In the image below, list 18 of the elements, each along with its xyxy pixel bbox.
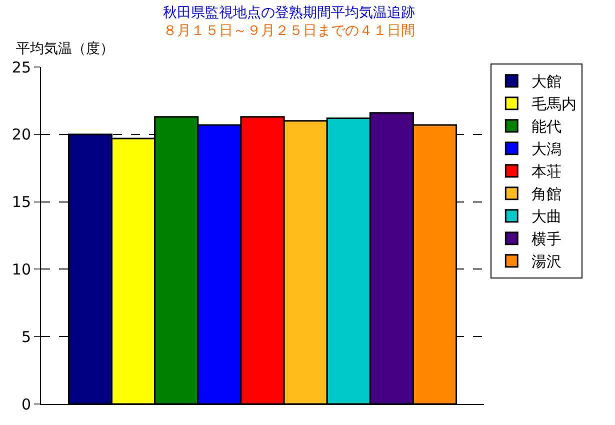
y-axis-title: 平均気温（度） bbox=[16, 41, 114, 57]
legend-label: 横手 bbox=[532, 230, 562, 248]
legend-label: 湯沢 bbox=[532, 252, 562, 271]
chart-subtitle: ８月１５日～９月２５日までの４１日間 bbox=[163, 23, 416, 40]
chart-title: 秋田県監視地点の登熟期間平均気温追跡 bbox=[163, 5, 416, 21]
y-tick-label: 25 bbox=[12, 58, 31, 76]
legend-label: 能代 bbox=[532, 118, 562, 136]
legend-label: 大館 bbox=[532, 72, 562, 91]
y-tick-label: 15 bbox=[12, 193, 31, 212]
legend-label: 毛馬内 bbox=[532, 95, 577, 114]
y-tick-label: 5 bbox=[21, 328, 31, 346]
y-tick-label: 20 bbox=[12, 126, 31, 144]
y-tick-label: 10 bbox=[12, 260, 31, 278]
legend-label: 大曲 bbox=[532, 208, 562, 226]
legend-label: 角館 bbox=[532, 185, 562, 204]
legend-label: 本荘 bbox=[532, 162, 562, 181]
y-tick-label: 0 bbox=[21, 395, 31, 414]
legend-label: 大潟 bbox=[532, 140, 562, 158]
